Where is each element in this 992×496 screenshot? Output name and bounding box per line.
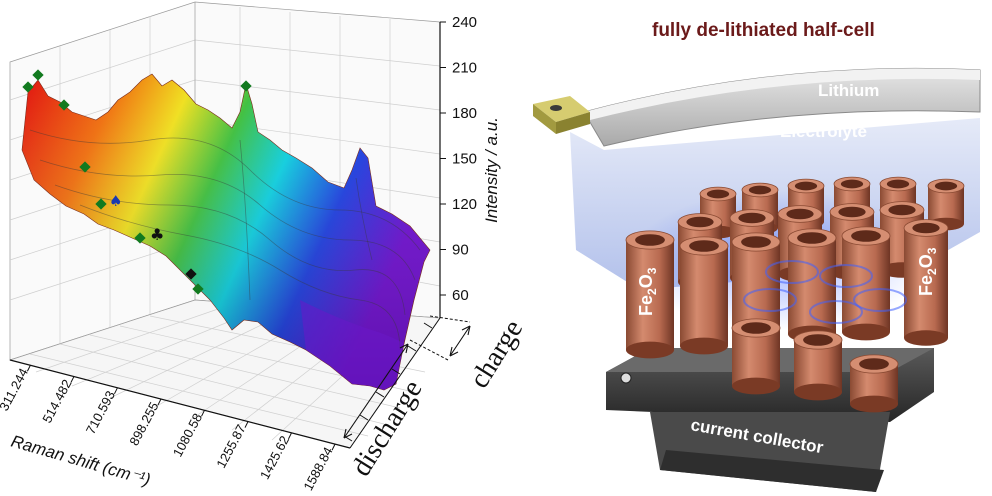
nanotube (679, 236, 729, 355)
diagram-title: fully de-lithiated half-cell (652, 20, 875, 41)
nanotube (699, 186, 737, 239)
z-tick-label: 150 (452, 151, 477, 168)
raman-surface (21, 73, 431, 391)
surface-shading (22, 74, 430, 390)
nanotube-array (625, 176, 965, 413)
nanotube (903, 219, 949, 346)
x-tick-label: 898.255 (126, 399, 161, 448)
x-tick-mark (113, 387, 118, 395)
nanotube (849, 354, 899, 413)
z-axis: 240 210 180 150 120 90 60 Intensity / a.u. (439, 14, 501, 318)
pore-ring (809, 300, 863, 324)
x-tick-label: 1588.84 (300, 444, 335, 493)
diamond-marker (32, 69, 44, 81)
club-marker: ♣ (150, 225, 164, 244)
electrolyte-label: Electrolyte (780, 122, 867, 141)
spade-marker: ♠ (109, 192, 122, 210)
diamond-marker-black (185, 268, 197, 280)
z-tick-label: 90 (452, 242, 469, 259)
x-tick-mark (157, 398, 162, 406)
z-tick-label: 60 (452, 287, 469, 304)
raman-3d-plot: ♠ ♣ 240 210 180 150 120 90 60 Intensity / a.u.… (0, 1, 530, 493)
lithium-label: Lithium (818, 81, 879, 100)
x-tick-mark (331, 443, 336, 451)
x-tick-label: 1080.58 (170, 411, 205, 460)
z-axis-title: Intensity / a.u. (482, 117, 501, 223)
lithium-tab (533, 96, 590, 134)
nanotube (731, 318, 781, 395)
x-tick-mark (70, 376, 75, 383)
x-tick-mark (26, 365, 31, 372)
x-tick-label: 710.593 (83, 388, 118, 437)
lithium-layer: Lithium (583, 67, 981, 147)
x-tick-label: 311.244 (0, 366, 31, 414)
z-tick-label: 120 (452, 196, 477, 213)
half-cell-diagram: fully de-lithiated half-cell current col… (533, 20, 981, 492)
x-tick-mark (201, 410, 205, 417)
surface-valley (300, 300, 404, 390)
fe2o3-label-right: Fe2O3 (916, 247, 939, 296)
x-tick-mark (288, 432, 292, 440)
x-tick-label: 1255.87 (213, 422, 248, 471)
z-tick-label: 240 (452, 14, 477, 31)
pore-ring (853, 288, 907, 312)
z-tick-label: 180 (452, 105, 477, 122)
phase-axis (343, 315, 471, 449)
z-tick-label: 210 (452, 60, 477, 77)
charge-label: charge (464, 314, 530, 393)
nanotube (787, 228, 837, 343)
nanotube (625, 230, 675, 359)
x-tick-label: 1425.62 (257, 433, 292, 482)
fe2o3-label-left: Fe2O3 (636, 267, 659, 316)
z-axis-ticks: 240 210 180 150 120 90 60 (440, 14, 477, 304)
surface-contours (29, 129, 421, 351)
x-tick-label: 514.482 (39, 377, 74, 426)
nanotube (793, 330, 843, 401)
pore-ring (819, 264, 873, 288)
collector-hole (620, 372, 632, 384)
x-tick-mark (244, 421, 249, 428)
pore-ring (765, 260, 819, 284)
peak-markers: ♠ ♣ (22, 69, 252, 295)
diamond-marker (134, 232, 146, 244)
pore-ring (743, 288, 797, 312)
diamond-marker (192, 283, 204, 295)
